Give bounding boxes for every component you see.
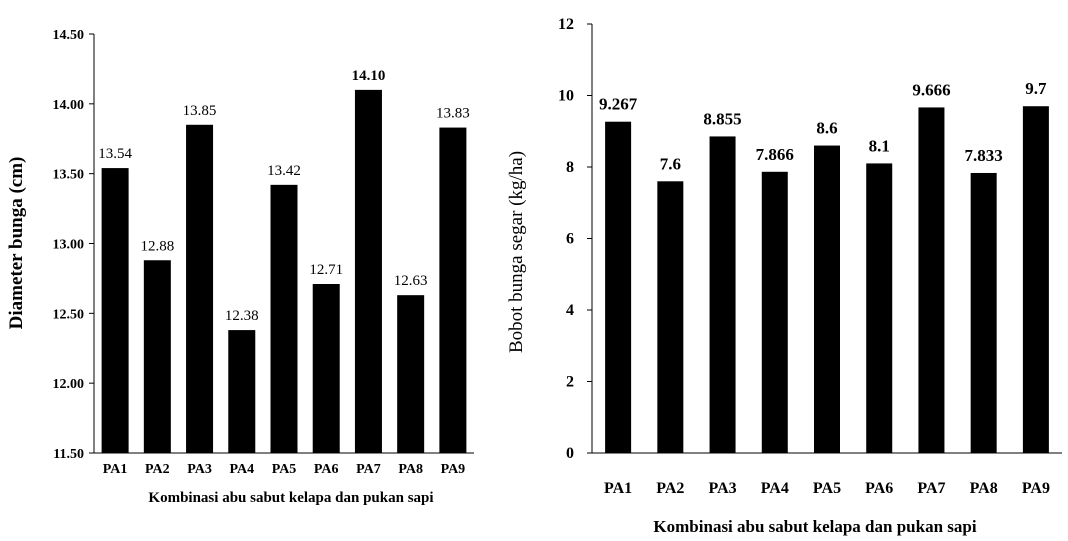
- bar: [1022, 106, 1049, 453]
- data-label: 7.6: [660, 154, 681, 173]
- bar: [397, 295, 425, 453]
- x-tick-label: PA7: [356, 462, 381, 477]
- x-tick-label: PA1: [604, 480, 632, 497]
- bar: [970, 172, 997, 453]
- x-tick-label: PA7: [917, 480, 945, 497]
- x-axis-title: Kombinasi abu sabut kelapa dan pukan sap…: [653, 517, 976, 536]
- data-label: 9.666: [912, 80, 950, 99]
- bar: [657, 181, 684, 454]
- x-axis-title: Kombinasi abu sabut kelapa dan pukan sap…: [148, 490, 433, 506]
- bar: [709, 136, 736, 453]
- bar: [866, 163, 893, 454]
- x-tick-label: PA5: [813, 480, 841, 497]
- data-label: 7.833: [965, 146, 1003, 165]
- bar: [186, 124, 214, 454]
- x-tick-label: PA6: [865, 480, 893, 497]
- y-tick-label: 11.50: [53, 447, 84, 462]
- data-label: 9.267: [599, 95, 638, 114]
- y-tick-label: 13.00: [53, 238, 85, 253]
- data-label: 12.71: [309, 262, 343, 278]
- bar: [761, 171, 788, 453]
- data-label: 8.855: [703, 109, 741, 128]
- x-tick-label: PA9: [441, 462, 466, 477]
- bar: [101, 168, 129, 453]
- bar: [439, 127, 467, 454]
- x-tick-label: PA5: [272, 462, 297, 477]
- x-tick-label: PA1: [103, 462, 128, 477]
- y-tick-label: 0: [566, 445, 574, 462]
- y-axis-title: Diameter bunga (cm): [6, 157, 27, 330]
- x-tick-label: PA3: [708, 480, 736, 497]
- data-label: 8.6: [816, 119, 837, 138]
- data-label: 12.63: [394, 273, 428, 289]
- x-tick-label: PA2: [656, 480, 684, 497]
- y-tick-label: 12.50: [53, 307, 85, 322]
- bar: [354, 89, 382, 453]
- y-tick-label: 12: [558, 16, 574, 33]
- y-tick-label: 13.50: [53, 168, 85, 183]
- bar: [270, 184, 298, 453]
- bar: [312, 284, 340, 453]
- x-tick-label: PA8: [970, 480, 998, 497]
- data-label: 7.866: [756, 145, 794, 164]
- bar: [143, 260, 171, 453]
- bar: [918, 107, 945, 454]
- chart-bobot-bunga-segar: Bobot bunga segar (kg/ha) Kombinasi abu …: [506, 16, 1062, 536]
- y-tick-label: 4: [566, 302, 574, 319]
- x-tick-label: PA8: [398, 462, 423, 477]
- x-tick-label: PA4: [761, 480, 789, 497]
- y-tick-label: 2: [566, 374, 574, 391]
- y-tick-label: 8: [566, 159, 574, 176]
- data-label: 13.54: [98, 146, 132, 162]
- data-label: 12.38: [225, 308, 259, 324]
- data-label: 8.1: [869, 136, 890, 155]
- x-tick-label: PA4: [229, 462, 254, 477]
- y-tick-label: 6: [566, 231, 574, 248]
- data-label: 13.85: [183, 103, 217, 119]
- data-label: 13.42: [267, 163, 301, 179]
- bar: [605, 121, 632, 454]
- data-label: 12.88: [140, 238, 174, 254]
- data-label: 13.83: [436, 106, 470, 122]
- y-tick-label: 14.00: [53, 98, 85, 113]
- y-tick-label: 10: [558, 88, 574, 105]
- x-tick-label: PA2: [145, 462, 170, 477]
- data-label: 14.10: [352, 68, 386, 84]
- chart-diameter-bunga: Diameter bunga (cm) Kombinasi abu sabut …: [6, 28, 474, 506]
- data-label: 9.7: [1025, 79, 1047, 98]
- x-tick-label: PA9: [1022, 480, 1050, 497]
- y-tick-label: 12.00: [53, 377, 85, 392]
- y-tick-label: 14.50: [53, 28, 85, 43]
- bar: [228, 330, 256, 453]
- x-tick-label: PA3: [187, 462, 212, 477]
- x-tick-label: PA6: [314, 462, 339, 477]
- bar: [814, 145, 840, 454]
- y-axis-title: Bobot bunga segar (kg/ha): [506, 151, 527, 353]
